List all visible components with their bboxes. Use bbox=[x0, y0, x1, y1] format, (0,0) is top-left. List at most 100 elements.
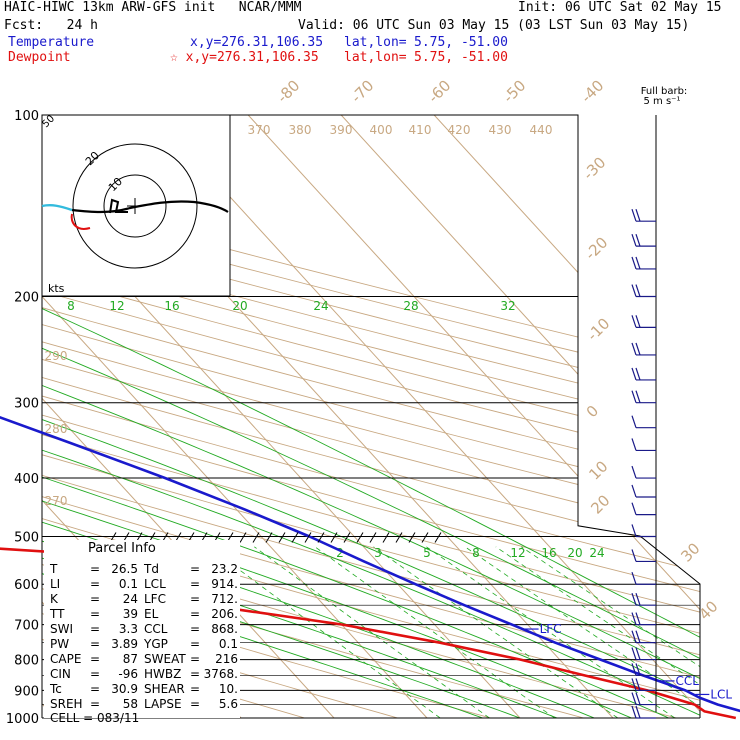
isotherm-label: -50 bbox=[499, 76, 529, 106]
theta-label: 390 bbox=[330, 123, 353, 137]
isotherm-label: -20 bbox=[581, 233, 611, 263]
hatch-tick bbox=[434, 532, 442, 543]
dry-adiabat-line bbox=[42, 115, 700, 718]
wind-barb-flag bbox=[631, 342, 637, 356]
hatch-tick bbox=[291, 532, 299, 543]
temperature-latlon-label: lat,lon= bbox=[344, 35, 407, 50]
wind-barb bbox=[631, 502, 656, 516]
wind-barb-flag bbox=[631, 208, 637, 222]
wind-barb-flag bbox=[631, 284, 637, 297]
parcel-eq: = bbox=[90, 607, 100, 621]
isotherm-label: 20 bbox=[587, 491, 613, 517]
forecast-hour: Fcst: 24 h bbox=[4, 18, 98, 33]
wind-barb-flag bbox=[631, 647, 637, 660]
dry-adiabat-line bbox=[42, 115, 700, 718]
parcel-eq: = bbox=[90, 562, 100, 576]
parcel-value: 39 bbox=[123, 607, 138, 621]
parcel-info-panel: Parcel Info T = 26.5 Td = 23.2 LI = 0.1 LCL = 914. K =… bbox=[44, 540, 240, 725]
hatch-tick bbox=[265, 532, 273, 543]
wind-barb bbox=[631, 592, 656, 606]
isotherm-label: 40 bbox=[695, 597, 721, 623]
hatch-tick bbox=[317, 532, 325, 543]
parcel-value: 712. bbox=[211, 592, 238, 606]
temperature-profile-line bbox=[0, 416, 740, 713]
mixing-ratio-line bbox=[495, 546, 700, 718]
parcel-key: K bbox=[50, 592, 59, 606]
theta-e-label: 12 bbox=[109, 299, 124, 313]
wind-barb-flag bbox=[635, 592, 641, 606]
wind-barb-flag bbox=[635, 284, 641, 297]
wind-barb-flag bbox=[635, 705, 641, 719]
isotherm-label: 30 bbox=[677, 539, 703, 565]
parcel-eq: = bbox=[90, 577, 100, 591]
hatch-tick bbox=[304, 532, 312, 543]
wind-barb bbox=[631, 342, 656, 356]
isotherm-line bbox=[154, 115, 700, 718]
hodograph-trace bbox=[71, 200, 229, 214]
wind-barb bbox=[631, 315, 656, 328]
theta-label: 280 bbox=[45, 422, 68, 436]
theta-label: 370 bbox=[248, 123, 271, 137]
isotherm-label: 0 bbox=[583, 402, 602, 421]
mixing-ratio-line bbox=[208, 546, 441, 718]
hatch-tick bbox=[330, 532, 338, 543]
parcel-cell: CELL = 083/11 bbox=[50, 711, 139, 725]
theta-label: 430 bbox=[489, 123, 512, 137]
barb-legend-units: 5 m s⁻¹ bbox=[644, 96, 681, 107]
wind-barb bbox=[631, 524, 656, 538]
dewpoint-legend: Dewpoint bbox=[8, 50, 71, 65]
parcel-key: HWBZ bbox=[144, 667, 181, 681]
wind-barb-flag bbox=[635, 315, 641, 328]
parcel-key: CCL bbox=[144, 622, 168, 636]
wind-barb-flag bbox=[635, 678, 641, 691]
mixing-ratio-line bbox=[464, 546, 700, 718]
parcel-eq: = bbox=[90, 637, 100, 651]
isotherm-line bbox=[42, 115, 428, 718]
wind-barb-flag bbox=[635, 663, 641, 676]
mixing-ratio-label: 12 bbox=[510, 546, 525, 560]
wind-barb-flag bbox=[631, 692, 637, 705]
theta-e-label: 20 bbox=[232, 299, 247, 313]
wind-barb-flag bbox=[635, 256, 641, 270]
wind-barb bbox=[631, 390, 656, 404]
wind-barb bbox=[631, 692, 656, 706]
hatch-tick bbox=[369, 532, 377, 543]
wind-barb bbox=[631, 678, 656, 692]
parcel-key: CIN bbox=[50, 667, 71, 681]
wind-barb-flag bbox=[631, 465, 637, 479]
wind-barb-flag bbox=[631, 484, 637, 498]
hodograph-trace-surface bbox=[70, 213, 91, 230]
parcel-value: 3.3 bbox=[119, 622, 138, 636]
mixing-ratio-label: 5 bbox=[423, 546, 431, 560]
pressure-tick-label: 900 bbox=[14, 684, 39, 699]
wind-barb-flag bbox=[631, 502, 637, 515]
parcel-key: Td bbox=[143, 562, 159, 576]
theta-label: 400 bbox=[370, 123, 393, 137]
wind-barb bbox=[631, 367, 656, 381]
dry-adiabat-line bbox=[42, 115, 700, 718]
isotherm-label: -40 bbox=[577, 76, 607, 106]
barb-legend-label: Full barb: bbox=[641, 86, 688, 97]
hodograph-trace-upper bbox=[41, 204, 73, 212]
dewpoint-xy: ☆ x,y=276.31,106.35 bbox=[170, 50, 319, 65]
isotherm-line bbox=[42, 115, 335, 718]
wind-barb bbox=[631, 705, 656, 719]
parcel-value: 868. bbox=[211, 622, 238, 636]
parcel-key: LI bbox=[50, 577, 60, 591]
hatch-tick bbox=[408, 532, 416, 543]
temperature-legend: Temperature bbox=[8, 35, 95, 50]
dry-adiabat-line bbox=[42, 115, 700, 718]
parcel-key: PW bbox=[50, 637, 69, 651]
parcel-value: 87 bbox=[123, 652, 138, 666]
parcel-key: CAPE bbox=[50, 652, 81, 666]
level-label-lfc: LFC bbox=[540, 622, 562, 636]
wind-barb bbox=[631, 612, 656, 626]
hatch-tick bbox=[356, 532, 364, 543]
level-label-lcl: LCL bbox=[710, 687, 732, 701]
dewpoint-latlon: 5.75, -51.00 bbox=[414, 50, 508, 65]
model-title: HAIC-HIWC 13km ARW-GFS init NCAR/MMM bbox=[4, 0, 302, 15]
hatch-tick bbox=[278, 532, 286, 543]
mixing-ratio-line bbox=[373, 546, 619, 718]
parcel-value: 10. bbox=[219, 682, 238, 696]
